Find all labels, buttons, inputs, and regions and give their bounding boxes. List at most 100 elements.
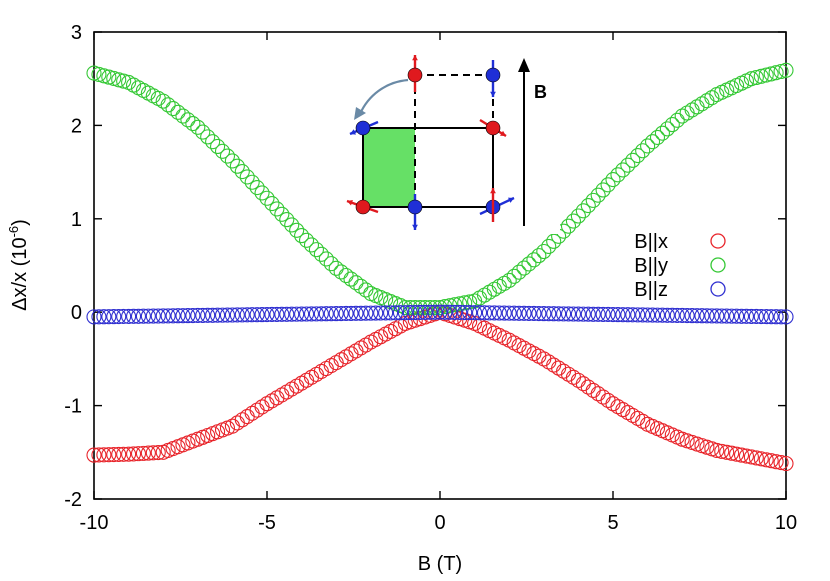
data-point	[308, 366, 324, 382]
data-point	[595, 306, 611, 322]
data-point	[417, 299, 433, 316]
data-point	[170, 104, 186, 120]
data-point	[239, 307, 255, 323]
field-arrow-head	[518, 58, 530, 72]
data-point	[308, 242, 324, 258]
data-point	[155, 93, 171, 109]
data-point	[313, 306, 329, 322]
data-point	[165, 308, 181, 324]
data-point	[471, 305, 488, 321]
lattice-dashed-lines	[414, 74, 494, 207]
data-point	[679, 105, 695, 121]
data-point	[111, 446, 127, 462]
data-point	[763, 309, 779, 325]
data-point	[200, 129, 216, 145]
inset-lattice-diagram: B	[340, 44, 560, 234]
spin-site	[485, 67, 501, 83]
data-point	[224, 418, 240, 434]
data-point	[768, 454, 784, 470]
data-point	[111, 308, 127, 325]
data-point	[531, 305, 547, 322]
data-point	[704, 90, 720, 106]
data-point	[150, 445, 166, 461]
data-point	[526, 305, 542, 322]
data-point	[214, 307, 231, 323]
data-point	[471, 290, 488, 306]
data-point	[279, 384, 295, 400]
curved-arrow	[358, 78, 409, 115]
data-point	[106, 70, 122, 86]
data-point	[437, 304, 453, 320]
series-bx	[86, 304, 794, 472]
data-point	[165, 101, 181, 117]
data-point	[358, 282, 374, 298]
data-point	[467, 305, 483, 321]
data-point	[185, 307, 201, 324]
data-point	[116, 308, 132, 325]
data-point	[585, 306, 601, 322]
data-point	[145, 445, 161, 461]
data-point	[298, 232, 315, 248]
data-point	[773, 455, 789, 471]
data-point	[778, 62, 794, 78]
data-point	[743, 71, 759, 87]
data-point	[274, 206, 290, 222]
field-label: B	[534, 82, 547, 102]
data-point	[620, 157, 636, 173]
data-point	[298, 372, 315, 388]
data-point	[768, 65, 784, 81]
data-point	[140, 445, 156, 461]
spin-site	[355, 120, 371, 136]
data-point	[239, 408, 255, 425]
data-point	[630, 148, 646, 164]
data-point	[106, 309, 122, 325]
data-point	[205, 134, 221, 150]
data-point	[511, 305, 527, 321]
data-point	[565, 306, 582, 322]
data-point	[412, 299, 428, 316]
data-point	[452, 296, 468, 312]
data-point	[635, 143, 651, 159]
data-point	[239, 169, 255, 185]
data-point	[298, 306, 315, 322]
data-point	[254, 307, 270, 323]
data-point	[185, 115, 201, 132]
data-point	[338, 349, 354, 365]
data-point	[121, 308, 137, 324]
data-point	[101, 309, 117, 325]
y-axis-label-exponent: -6	[6, 226, 21, 238]
y-axis-label-close: )	[9, 219, 31, 226]
data-point	[328, 260, 344, 276]
data-point	[338, 305, 354, 322]
y-tick-label: 3	[71, 22, 82, 44]
spin-arrow-head	[508, 197, 514, 203]
data-point	[733, 447, 750, 463]
x-tick-label: -10	[80, 512, 109, 534]
data-point	[590, 386, 606, 402]
data-point	[274, 306, 290, 322]
data-point	[773, 63, 789, 80]
data-point	[526, 252, 542, 268]
data-point	[615, 402, 631, 418]
data-point	[729, 308, 745, 324]
data-point	[249, 402, 265, 418]
data-point	[160, 97, 176, 113]
data-point	[714, 308, 730, 324]
data-point	[121, 446, 137, 462]
data-point	[289, 306, 305, 322]
data-point	[378, 305, 394, 321]
data-point	[457, 295, 473, 311]
legend: B||x B||y B||z	[634, 231, 726, 301]
data-point	[402, 305, 418, 321]
y-axis-label-main: Δx/x (10	[9, 237, 31, 310]
data-point	[383, 305, 399, 321]
data-point	[323, 358, 339, 374]
data-point	[570, 208, 586, 224]
data-point	[333, 264, 349, 280]
data-point	[738, 448, 755, 464]
y-tick-label: 0	[71, 302, 82, 324]
data-point	[313, 246, 329, 262]
data-point	[635, 413, 651, 429]
data-point	[116, 73, 132, 89]
y-axis-label: Δx/x (10-6)	[6, 219, 31, 311]
